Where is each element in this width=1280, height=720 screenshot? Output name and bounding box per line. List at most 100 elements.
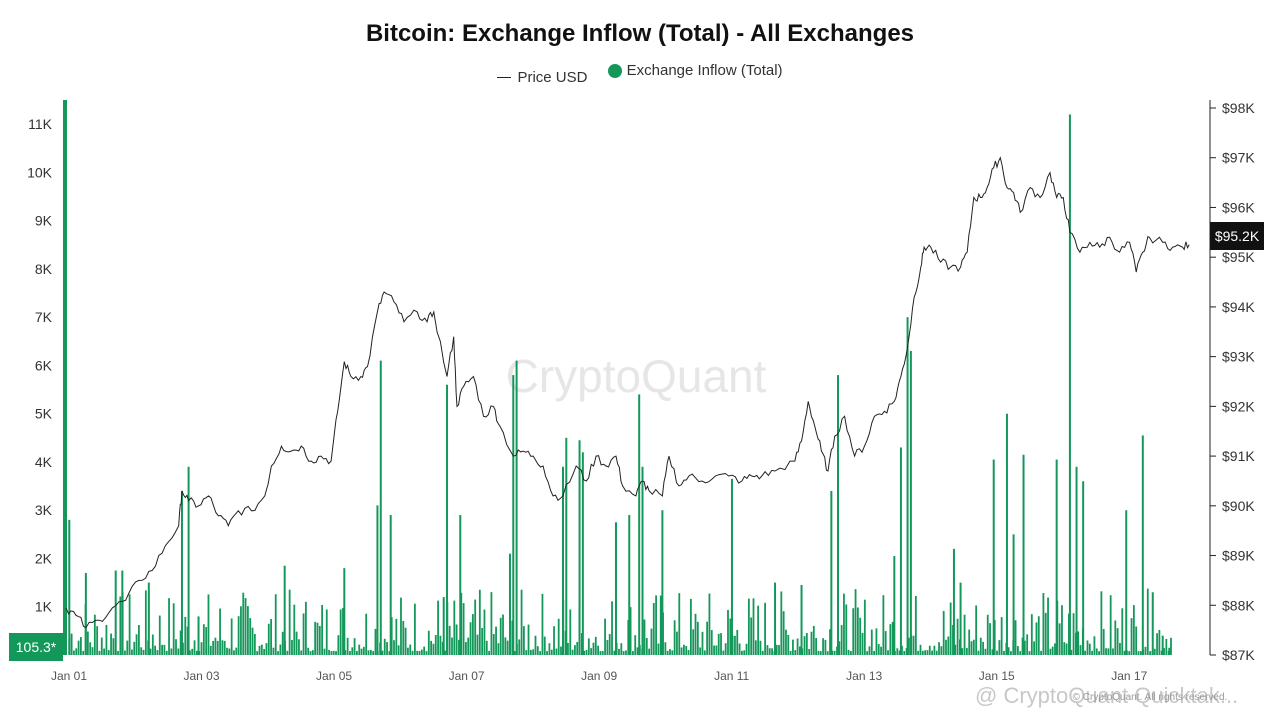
inflow-bar [984,648,987,655]
inflow-bar [1049,648,1052,655]
inflow-bar [975,605,978,655]
inflow-bar [782,611,785,655]
inflow-bar [506,640,509,655]
inflow-bar [420,649,423,655]
inflow-spike-bar [379,360,382,655]
watermark-text: CryptoQuant [506,350,767,402]
y-left-tick-label: 3K [35,502,53,518]
inflow-bar [907,637,910,655]
inflow-bar [409,644,412,655]
inflow-spike-bar [909,350,912,655]
inflow-bar [868,646,871,655]
inflow-bar [977,650,980,655]
current-inflow-tag [9,633,63,661]
inflow-bar [434,634,437,655]
inflow-spike-bar [442,597,445,655]
inflow-bar [128,594,131,655]
inflow-bar [696,621,699,655]
footer-brand: @ CryptoQuant Quicktak... [975,683,1238,708]
inflow-bar [163,644,166,655]
inflow-bar [131,649,133,655]
inflow-bar [817,650,820,655]
inflow-bar [444,650,446,655]
inflow-spike-bar [147,582,150,655]
y-right-tick-label: $90K [1222,498,1255,514]
inflow-bar [880,646,882,655]
inflow-bar [451,637,453,655]
y-right-tick-label: $93K [1222,349,1255,365]
inflow-bar [673,620,676,655]
inflow-bar [724,643,727,655]
inflow-bar [747,598,750,655]
inflow-bar [1016,646,1019,655]
inflow-bar [1158,629,1161,655]
inflow-bar [1079,645,1082,655]
inflow-spike-bar [1082,481,1085,655]
inflow-bar [82,650,85,655]
inflow-bar [666,650,669,655]
inflow-bar [754,640,757,655]
inflow-bar [476,634,479,655]
inflow-bar [1010,651,1012,655]
inflow-spike-bar [197,616,200,655]
inflow-bar [949,602,952,655]
legend-label-price: Price USD [517,68,588,86]
inflow-bar [437,600,439,655]
inflow-bar [1156,633,1158,655]
inflow-bar [1007,647,1010,655]
inflow-bar [689,598,692,655]
inflow-bar [810,631,813,655]
inflow-spike-bar [68,519,71,655]
inflow-bar [606,639,609,655]
inflow-bar [124,650,126,655]
inflow-spike-bar [376,505,379,655]
inflow-bar [659,595,662,655]
inflow-bar [316,622,319,655]
inflow-bar [597,645,600,655]
inflow-bar [337,635,340,655]
inflow-bar [177,648,180,655]
inflow-bar [328,649,330,655]
inflow-bar [789,651,792,655]
inflow-bar [587,638,590,655]
inflow-bar [1146,588,1149,655]
inflow-bar [585,649,588,655]
inflow-bar [986,614,989,655]
inflow-bar [722,650,725,655]
inflow-bar [158,615,161,655]
inflow-spike-bar [1125,510,1128,655]
footer-rights: © CryptoQuant. All rights reserved. [1073,692,1228,703]
inflow-bar [650,628,653,655]
inflow-bar [207,594,210,655]
inflow-spike-bar [512,375,515,655]
inflow-bar [135,634,138,655]
inflow-bar [768,648,771,655]
inflow-bar [307,647,310,655]
inflow-bar [594,636,597,655]
inflow-bar [397,645,400,655]
inflow-bar [240,606,242,655]
y-right-tick-label: $96K [1222,199,1255,215]
inflow-bar [643,619,646,655]
inflow-bar [465,642,467,655]
y-left-tick-label: 6K [35,357,53,373]
inflow-bar [365,613,368,655]
inflow-bar [200,642,203,655]
inflow-bar [1100,591,1103,655]
inflow-bar [411,650,414,655]
inflow-bar [599,651,602,655]
inflow-bar [947,636,950,655]
inflow-bar [657,643,660,655]
inflow-bar [372,651,375,655]
legend-item-inflow[interactable]: Exchange Inflow (Total) [607,62,783,79]
inflow-bar [483,609,486,655]
inflow-spike-bar [578,440,581,655]
inflow-bar [884,631,887,655]
inflow-bar [574,645,576,655]
inflow-spike-bar [565,437,568,655]
legend-item-price[interactable]: Price USD [497,69,587,86]
inflow-bar [727,609,729,655]
inflow-bar [613,650,616,655]
inflow-bar [1065,643,1068,655]
